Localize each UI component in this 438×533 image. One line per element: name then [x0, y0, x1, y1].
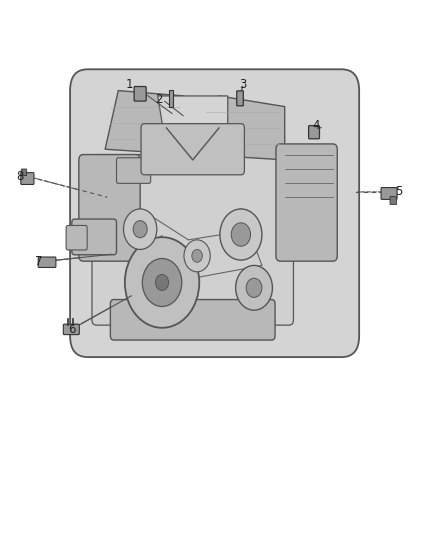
Circle shape — [236, 265, 272, 310]
Circle shape — [155, 274, 169, 290]
Polygon shape — [105, 91, 188, 155]
Text: 5: 5 — [395, 185, 402, 198]
Text: 3: 3 — [239, 78, 246, 91]
FancyBboxPatch shape — [64, 324, 79, 335]
FancyBboxPatch shape — [276, 144, 337, 261]
Polygon shape — [201, 96, 285, 160]
Text: 1: 1 — [125, 78, 133, 91]
Circle shape — [220, 209, 262, 260]
Circle shape — [125, 237, 199, 328]
Circle shape — [184, 240, 210, 272]
Circle shape — [246, 278, 262, 297]
FancyBboxPatch shape — [390, 196, 397, 204]
FancyBboxPatch shape — [110, 300, 275, 340]
Text: 6: 6 — [67, 323, 75, 336]
Polygon shape — [158, 96, 228, 149]
FancyBboxPatch shape — [66, 225, 87, 250]
Polygon shape — [169, 90, 173, 107]
FancyBboxPatch shape — [70, 69, 359, 357]
FancyBboxPatch shape — [141, 124, 244, 175]
Circle shape — [231, 223, 251, 246]
FancyBboxPatch shape — [381, 188, 397, 199]
FancyBboxPatch shape — [72, 219, 117, 255]
FancyBboxPatch shape — [79, 155, 140, 261]
Text: 8: 8 — [17, 171, 24, 183]
Circle shape — [124, 209, 157, 249]
FancyBboxPatch shape — [309, 126, 319, 139]
FancyBboxPatch shape — [134, 86, 146, 101]
FancyBboxPatch shape — [21, 169, 27, 176]
Text: 7: 7 — [35, 255, 42, 268]
Text: 4: 4 — [312, 119, 320, 132]
FancyBboxPatch shape — [117, 158, 151, 183]
FancyBboxPatch shape — [92, 155, 293, 325]
Text: 2: 2 — [155, 93, 163, 106]
Circle shape — [133, 221, 147, 238]
FancyBboxPatch shape — [38, 257, 56, 268]
Circle shape — [142, 259, 182, 306]
FancyBboxPatch shape — [237, 91, 244, 106]
FancyBboxPatch shape — [21, 173, 34, 184]
Circle shape — [192, 249, 202, 262]
